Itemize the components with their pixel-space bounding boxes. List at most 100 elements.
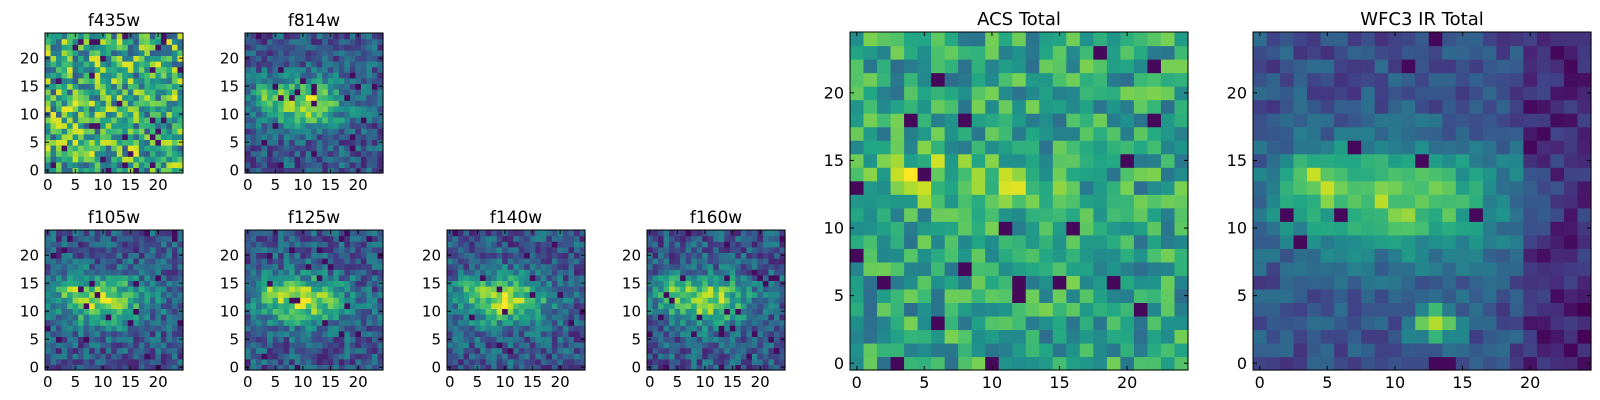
heatmap-cell bbox=[513, 291, 520, 298]
heatmap-cell bbox=[568, 269, 575, 276]
heatmap-cell bbox=[513, 286, 520, 293]
heatmap-cell bbox=[998, 113, 1013, 128]
heatmap-cell bbox=[311, 364, 318, 371]
heatmap-cell bbox=[245, 330, 252, 337]
heatmap-cell bbox=[327, 258, 334, 265]
heatmap-cell bbox=[985, 221, 1000, 236]
heatmap-cell bbox=[724, 252, 731, 259]
heatmap-cell bbox=[278, 314, 285, 321]
heatmap-cell bbox=[250, 230, 257, 237]
heatmap-cell bbox=[160, 122, 168, 129]
heatmap-cell bbox=[931, 248, 946, 263]
heatmap-cell bbox=[474, 235, 481, 242]
heatmap-cell bbox=[1160, 180, 1176, 195]
heatmap-cell bbox=[105, 139, 112, 146]
heatmap-cell bbox=[447, 314, 454, 321]
heatmap-cell bbox=[877, 32, 892, 47]
heatmap-cell bbox=[250, 308, 257, 315]
heatmap-cell bbox=[294, 89, 301, 96]
heatmap-cell bbox=[944, 248, 959, 263]
heatmap-cell bbox=[333, 94, 340, 101]
heatmap-cell bbox=[1442, 342, 1457, 358]
heatmap-cell bbox=[579, 246, 586, 253]
heatmap-cell bbox=[540, 280, 547, 287]
heatmap-cell bbox=[377, 38, 384, 45]
heatmap-cell bbox=[496, 252, 503, 259]
heatmap-cell bbox=[272, 314, 279, 321]
heatmap-cell bbox=[61, 105, 68, 112]
heatmap-cell bbox=[94, 89, 101, 96]
heatmap-cell bbox=[256, 286, 263, 293]
heatmap-cell bbox=[355, 145, 362, 152]
heatmap-cell bbox=[491, 302, 498, 309]
heatmap-cell bbox=[256, 128, 263, 135]
heatmap-cell bbox=[171, 353, 179, 360]
heatmap-cell bbox=[267, 308, 274, 315]
heatmap-cell bbox=[50, 44, 57, 51]
heatmap-cell bbox=[122, 49, 129, 56]
heatmap-cell bbox=[1523, 180, 1538, 195]
heatmap-cell bbox=[155, 291, 162, 298]
heatmap-cell bbox=[355, 72, 362, 79]
heatmap-cell bbox=[155, 325, 162, 332]
heatmap-cell bbox=[366, 342, 373, 349]
heatmap-cell bbox=[779, 353, 786, 360]
heatmap-cell bbox=[272, 302, 279, 309]
heatmap-cell bbox=[647, 258, 654, 265]
heatmap-cell bbox=[267, 94, 274, 101]
heatmap-cell bbox=[540, 347, 547, 354]
heatmap-cell bbox=[111, 297, 118, 304]
heatmap-cell bbox=[513, 308, 520, 315]
heatmap-cell bbox=[768, 252, 775, 259]
heatmap-cell bbox=[127, 297, 134, 304]
heatmap-cell bbox=[850, 261, 865, 276]
heatmap-cell bbox=[61, 49, 68, 56]
heatmap-cell bbox=[768, 241, 775, 248]
heatmap-cell bbox=[261, 280, 268, 287]
heatmap-cell bbox=[524, 246, 531, 253]
heatmap-cell bbox=[702, 336, 709, 343]
heatmap-cell bbox=[579, 347, 586, 354]
heatmap-cell bbox=[327, 291, 334, 298]
heatmap-cell bbox=[729, 330, 736, 337]
heatmap-cell bbox=[685, 297, 692, 304]
heatmap-cell bbox=[474, 263, 481, 270]
heatmap-cell bbox=[283, 286, 290, 293]
heatmap-cell bbox=[480, 241, 487, 248]
heatmap-cell bbox=[762, 263, 770, 270]
heatmap-cell bbox=[1266, 207, 1281, 222]
heatmap-cell bbox=[1266, 302, 1281, 317]
heatmap-cell bbox=[513, 302, 520, 309]
heatmap-cell bbox=[344, 139, 351, 146]
heatmap-cell bbox=[261, 235, 268, 242]
heatmap-cell bbox=[1334, 207, 1349, 222]
heatmap-cell bbox=[1133, 315, 1149, 331]
heatmap-cell bbox=[72, 89, 79, 96]
heatmap-cell bbox=[904, 234, 919, 249]
heatmap-cell bbox=[105, 241, 112, 248]
heatmap-cell bbox=[94, 235, 101, 242]
heatmap-cell bbox=[447, 347, 454, 354]
heatmap-cell bbox=[245, 122, 252, 129]
heatmap-cell bbox=[762, 230, 770, 237]
heatmap-cell bbox=[762, 274, 770, 281]
heatmap-cell bbox=[507, 230, 514, 237]
heatmap-cell bbox=[524, 358, 531, 365]
heatmap-cell bbox=[377, 263, 384, 270]
heatmap-cell bbox=[377, 77, 384, 84]
heatmap-cell bbox=[360, 77, 368, 84]
heatmap-cell bbox=[1482, 302, 1497, 317]
heatmap-cell bbox=[289, 49, 296, 56]
heatmap-cell bbox=[557, 308, 564, 315]
heatmap-cell bbox=[100, 342, 107, 349]
heatmap-cell bbox=[535, 252, 542, 259]
heatmap-cell bbox=[94, 156, 101, 163]
heatmap-cell bbox=[289, 258, 296, 265]
heatmap-cell bbox=[904, 315, 919, 331]
x-tick-label: 15 bbox=[121, 373, 140, 391]
heatmap-cell bbox=[311, 230, 318, 237]
heatmap-cell bbox=[768, 330, 775, 337]
heatmap-cell bbox=[1039, 99, 1054, 114]
heatmap-cell bbox=[360, 49, 368, 56]
heatmap-cell bbox=[452, 263, 459, 270]
